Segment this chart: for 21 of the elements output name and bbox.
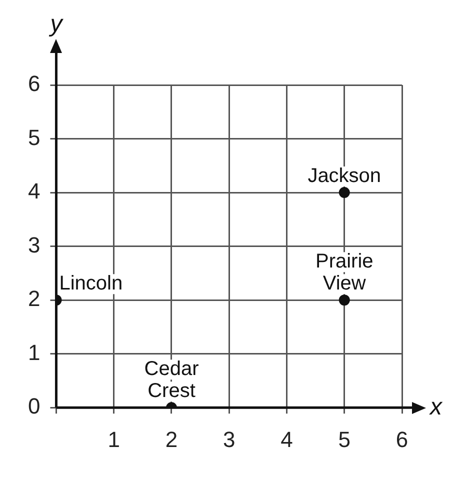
x-tick-label: 2 <box>165 426 178 452</box>
x-tick-label: 6 <box>396 426 408 452</box>
y-axis-title: y <box>48 10 64 38</box>
y-tick-label: 3 <box>28 232 40 258</box>
y-tick-label: 1 <box>28 340 40 365</box>
annotation: Lincoln <box>59 272 123 295</box>
x-tick-label: 3 <box>222 426 236 452</box>
y-tick-label: 2 <box>28 286 40 312</box>
point <box>338 294 350 306</box>
point <box>338 187 350 198</box>
x-axis-title: x <box>429 393 443 420</box>
x-tick-label: 4 <box>280 426 293 452</box>
y-tick-label: 4 <box>28 178 40 204</box>
x-tick-label: 5 <box>338 426 350 452</box>
annotation: Prairie View <box>315 250 374 295</box>
annotation: Cedar Crest <box>144 358 200 402</box>
annotation: Jackson <box>308 165 382 188</box>
x-tick-label: 1 <box>108 426 120 452</box>
y-tick-label: 0 <box>28 394 40 419</box>
y-tick-label: 6 <box>28 71 40 96</box>
y-tick-label: 5 <box>28 124 40 150</box>
